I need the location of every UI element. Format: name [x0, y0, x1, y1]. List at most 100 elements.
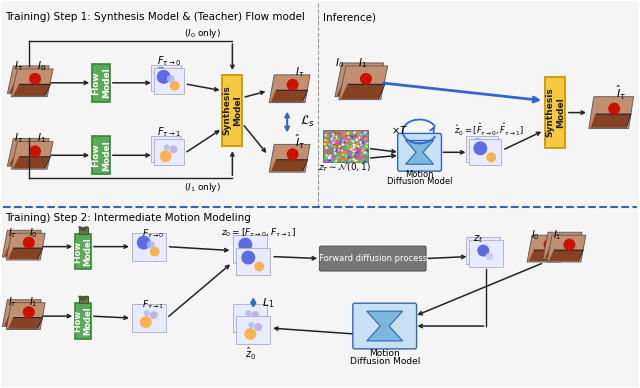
- Polygon shape: [544, 248, 579, 258]
- Bar: [132, 233, 166, 260]
- Text: Synthesis
Model: Synthesis Model: [223, 86, 242, 135]
- Polygon shape: [4, 245, 39, 256]
- Bar: [79, 227, 88, 234]
- Bar: [318, 2, 639, 206]
- Bar: [236, 248, 270, 275]
- Circle shape: [161, 141, 166, 147]
- Text: $I_0$: $I_0$: [335, 56, 344, 70]
- Polygon shape: [3, 300, 41, 327]
- Text: Motion: Motion: [405, 170, 434, 178]
- Bar: [467, 237, 500, 265]
- Polygon shape: [341, 84, 386, 99]
- Polygon shape: [270, 91, 307, 102]
- Circle shape: [244, 328, 256, 340]
- Circle shape: [485, 253, 493, 260]
- Bar: [469, 139, 501, 165]
- Text: $I_\tau$: $I_\tau$: [13, 132, 23, 145]
- Circle shape: [474, 242, 486, 254]
- Bar: [323, 130, 368, 162]
- Circle shape: [470, 139, 484, 152]
- Text: $F_{\tau\rightarrow 1}$: $F_{\tau\rightarrow 1}$: [157, 126, 180, 139]
- Text: ($I_1$ only): ($I_1$ only): [184, 180, 221, 194]
- Polygon shape: [590, 114, 630, 128]
- Bar: [234, 235, 268, 263]
- Circle shape: [241, 316, 253, 328]
- Polygon shape: [3, 246, 38, 256]
- Circle shape: [477, 245, 489, 256]
- Polygon shape: [13, 156, 51, 168]
- Polygon shape: [4, 314, 39, 326]
- Polygon shape: [12, 141, 53, 169]
- Circle shape: [254, 323, 262, 331]
- Circle shape: [474, 141, 487, 155]
- Circle shape: [287, 79, 299, 91]
- Circle shape: [19, 234, 31, 246]
- Circle shape: [29, 146, 41, 157]
- Circle shape: [23, 306, 35, 318]
- Polygon shape: [545, 247, 580, 258]
- Polygon shape: [3, 315, 38, 326]
- Text: $I_1$: $I_1$: [29, 295, 38, 309]
- Bar: [236, 316, 270, 344]
- Text: $I_1$: $I_1$: [553, 228, 561, 242]
- Polygon shape: [12, 69, 53, 97]
- Polygon shape: [12, 85, 50, 96]
- Circle shape: [360, 73, 372, 85]
- Text: Diffusion Model: Diffusion Model: [349, 357, 420, 366]
- Polygon shape: [8, 318, 42, 329]
- Polygon shape: [6, 303, 45, 329]
- Text: $\hat{z}_0$: $\hat{z}_0$: [244, 346, 256, 362]
- Text: $I_\tau$: $I_\tau$: [13, 59, 23, 73]
- Polygon shape: [8, 139, 49, 166]
- Circle shape: [19, 303, 31, 315]
- Circle shape: [287, 148, 299, 160]
- FancyBboxPatch shape: [353, 303, 417, 349]
- Text: Forward diffusion process: Forward diffusion process: [319, 254, 427, 263]
- Circle shape: [252, 311, 259, 319]
- Text: Motion: Motion: [369, 349, 400, 359]
- Bar: [154, 68, 184, 94]
- Circle shape: [157, 70, 171, 84]
- Text: $I_0$: $I_0$: [36, 59, 46, 73]
- Text: $I_\tau$: $I_\tau$: [8, 295, 17, 309]
- Polygon shape: [10, 81, 47, 93]
- Text: $\hat{I}_\tau$: $\hat{I}_\tau$: [295, 133, 305, 151]
- Circle shape: [154, 67, 168, 81]
- Polygon shape: [270, 160, 307, 171]
- Bar: [75, 303, 91, 339]
- Circle shape: [166, 78, 177, 88]
- Circle shape: [164, 144, 170, 150]
- Polygon shape: [336, 82, 381, 96]
- Circle shape: [25, 142, 37, 154]
- Text: Flow
Model: Flow Model: [92, 68, 111, 98]
- Bar: [469, 240, 503, 267]
- Text: Synthesis
Model: Synthesis Model: [545, 88, 564, 137]
- Circle shape: [144, 310, 150, 316]
- Circle shape: [245, 310, 252, 316]
- Bar: [467, 137, 498, 162]
- Circle shape: [137, 236, 151, 249]
- Polygon shape: [589, 97, 634, 128]
- Text: $I_0$: $I_0$: [531, 228, 540, 242]
- Polygon shape: [6, 233, 45, 260]
- Circle shape: [563, 239, 575, 251]
- Text: $I_\tau$: $I_\tau$: [8, 226, 17, 240]
- Text: $\hat{z}_0=[\hat{F}_{\tau\rightarrow 0},\hat{F}_{\tau\rightarrow 1}]$: $\hat{z}_0=[\hat{F}_{\tau\rightarrow 0},…: [454, 123, 524, 139]
- Text: Diffusion Model: Diffusion Model: [387, 177, 452, 185]
- Text: $z_t$: $z_t$: [473, 233, 484, 244]
- FancyBboxPatch shape: [319, 246, 426, 271]
- Polygon shape: [527, 235, 566, 262]
- Text: Inference): Inference): [323, 12, 376, 23]
- Circle shape: [164, 72, 172, 80]
- Polygon shape: [269, 144, 310, 172]
- Circle shape: [140, 316, 152, 328]
- Bar: [151, 137, 180, 162]
- Polygon shape: [271, 90, 308, 102]
- Text: ($I_0$ only): ($I_0$ only): [184, 27, 221, 40]
- Circle shape: [150, 247, 160, 256]
- Circle shape: [23, 237, 35, 249]
- Text: Training) Step 2: Intermediate Motion Modeling: Training) Step 2: Intermediate Motion Mo…: [5, 213, 252, 223]
- Circle shape: [166, 75, 175, 83]
- Text: Flow
Model: Flow Model: [92, 140, 111, 171]
- Text: $I_\tau$: $I_\tau$: [296, 65, 305, 79]
